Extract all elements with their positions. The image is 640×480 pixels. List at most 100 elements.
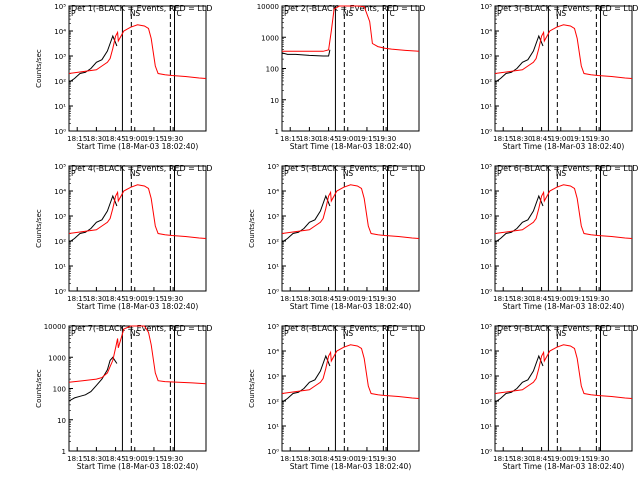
y-tick-label: 10¹	[54, 103, 66, 111]
x-tick-label: 19:30	[163, 455, 183, 463]
marker-S: S	[561, 9, 566, 18]
series-lld-line	[68, 325, 207, 385]
x-tick-label: 18:45	[318, 455, 338, 463]
x-tick-label: 18:45	[105, 455, 125, 463]
marker-S: S	[135, 329, 140, 338]
marker-S: S	[348, 169, 353, 178]
y-tick-label: 10⁴	[480, 28, 492, 36]
x-tick-label: 18:45	[105, 135, 125, 143]
marker-N: N	[556, 9, 562, 18]
plot-frame	[68, 325, 207, 452]
marker-P: P	[497, 169, 502, 178]
x-tick-label: 19:00	[551, 455, 571, 463]
marker-N: N	[130, 169, 136, 178]
y-tick-label: 10³	[267, 213, 279, 221]
marker-N: N	[343, 169, 349, 178]
x-axis-label: Start Time (18-Mar-03 18:02:40)	[503, 302, 625, 311]
marker-S: S	[561, 329, 566, 338]
x-axis-label: Start Time (18-Mar-03 18:02:40)	[290, 302, 412, 311]
x-tick-label: 19:00	[338, 135, 358, 143]
y-tick-label: 10⁴	[267, 188, 279, 196]
x-tick-label: 19:30	[376, 295, 396, 303]
marker-P: P	[284, 169, 289, 178]
y-tick-label: 10³	[267, 373, 279, 381]
marker-C: C	[389, 169, 394, 178]
marker-P: P	[71, 169, 76, 178]
x-tick-label: 18:15	[493, 135, 513, 143]
marker-S: S	[348, 9, 353, 18]
y-tick-label: 10⁵	[480, 3, 492, 11]
x-tick-label: 19:30	[376, 455, 396, 463]
x-tick-label: 19:15	[357, 295, 377, 303]
marker-S: S	[135, 169, 140, 178]
y-tick-label: 10⁴	[267, 348, 279, 356]
y-tick-label: 10⁰	[267, 448, 279, 456]
panel-title: Det 8(-BLACK = Events, RED = LLD	[284, 324, 425, 333]
y-tick-label: 1000	[261, 34, 279, 42]
x-tick-label: 18:30	[512, 135, 532, 143]
y-tick-label: 10³	[480, 213, 492, 221]
series-events-line	[281, 49, 331, 57]
marker-C: C	[176, 329, 181, 338]
x-tick-label: 18:30	[512, 455, 532, 463]
y-tick-label: 10⁴	[480, 348, 492, 356]
x-tick-label: 19:00	[125, 295, 145, 303]
marker-P: P	[71, 9, 76, 18]
marker-C: C	[602, 329, 607, 338]
x-tick-label: 19:30	[163, 135, 183, 143]
y-tick-label: 10²	[267, 238, 279, 246]
x-axis-label: Start Time (18-Mar-03 18:02:40)	[290, 462, 412, 471]
series-events-line	[494, 354, 544, 403]
panel-det-3: Det 3(-BLACK = Events, RED = LLD 10⁰ 10¹ 10…	[480, 3, 638, 151]
panel-title: Det 6(-BLACK = Events, RED = LLD	[497, 164, 638, 173]
x-tick-label: 18:15	[493, 455, 513, 463]
x-tick-label: 19:30	[589, 135, 609, 143]
series-events-line	[494, 194, 544, 243]
y-tick-label: 10	[57, 417, 66, 425]
y-tick-label: 10⁰	[480, 288, 492, 296]
y-axis-label: Counts/sec	[248, 369, 256, 408]
marker-C: C	[176, 169, 181, 178]
panel-title: Det 2(-BLACK = Events, RED = LLD	[284, 4, 425, 13]
y-tick-label: 10⁵	[267, 323, 279, 331]
marker-C: C	[602, 9, 607, 18]
series-events-line	[68, 356, 118, 402]
x-tick-label: 18:30	[299, 295, 319, 303]
series-events-line	[68, 194, 118, 243]
panel-det-7: Det 7(-BLACK = Events, RED = LLD 1 10 100 10…	[35, 323, 212, 471]
y-tick-label: 10²	[54, 78, 66, 86]
marker-P: P	[497, 329, 502, 338]
series-events-line	[281, 194, 331, 243]
y-tick-label: 10⁰	[267, 288, 279, 296]
marker-N: N	[556, 169, 562, 178]
x-tick-label: 19:15	[144, 135, 164, 143]
x-axis-label: Start Time (18-Mar-03 18:02:40)	[503, 462, 625, 471]
x-tick-label: 18:30	[299, 455, 319, 463]
x-tick-label: 18:30	[86, 455, 106, 463]
x-tick-label: 19:00	[551, 295, 571, 303]
x-tick-label: 18:30	[86, 135, 106, 143]
y-axis-label: Counts/sec	[35, 49, 43, 88]
y-tick-label: 10¹	[54, 263, 66, 271]
x-tick-label: 18:45	[531, 135, 551, 143]
y-tick-label: 10³	[54, 213, 66, 221]
marker-N: N	[343, 329, 349, 338]
y-tick-label: 10³	[480, 373, 492, 381]
x-tick-label: 19:00	[338, 455, 358, 463]
marker-C: C	[602, 169, 607, 178]
panel-det-4: Det 4(-BLACK = Events, RED = LLD 10⁰ 10¹ 10…	[35, 163, 212, 311]
x-tick-label: 19:30	[376, 135, 396, 143]
y-tick-label: 10000	[257, 3, 279, 11]
y-tick-label: 10⁴	[54, 28, 66, 36]
y-tick-label: 1	[275, 128, 279, 136]
x-tick-label: 19:15	[570, 455, 590, 463]
panel-det-2: Det 2(-BLACK = Events, RED = LLD 1 10 100 10…	[257, 3, 426, 151]
x-tick-label: 18:45	[318, 295, 338, 303]
marker-N: N	[130, 9, 136, 18]
marker-P: P	[497, 9, 502, 18]
x-tick-label: 19:00	[338, 295, 358, 303]
y-tick-label: 10⁴	[54, 188, 66, 196]
y-tick-label: 10⁴	[480, 188, 492, 196]
y-tick-label: 10²	[480, 238, 492, 246]
x-axis-label: Start Time (18-Mar-03 18:02:40)	[77, 142, 199, 151]
